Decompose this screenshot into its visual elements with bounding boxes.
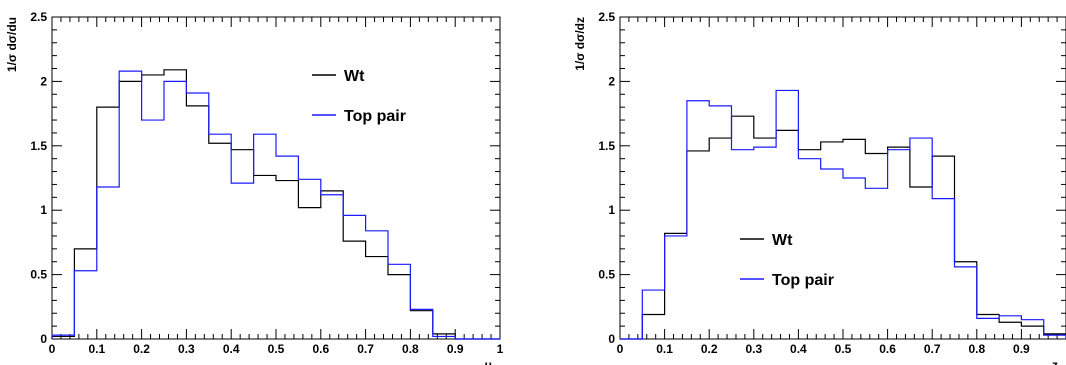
x-tick-label: 0.9 bbox=[1013, 342, 1030, 356]
x-tick-label: 0.2 bbox=[133, 342, 150, 356]
y-axis-title: 1/σ dσ/dz bbox=[573, 17, 587, 71]
y-tick-label: 2 bbox=[40, 74, 47, 88]
x-tick-label: 0 bbox=[617, 342, 624, 356]
y-tick-label: 1 bbox=[608, 203, 615, 217]
series-line-top-pair bbox=[51, 70, 500, 340]
y-tick-label: 2.5 bbox=[598, 10, 615, 24]
x-tick-label: 0.1 bbox=[88, 342, 105, 356]
x-tick-label: 0 bbox=[49, 342, 56, 356]
y-tick-label: 2 bbox=[608, 74, 615, 88]
y-tick-label: 0 bbox=[40, 332, 47, 346]
x-tick-label: 0.7 bbox=[924, 342, 941, 356]
x-tick-label: 0.5 bbox=[835, 342, 852, 356]
x-tick-label: 0.9 bbox=[447, 342, 464, 356]
y-tick-label: 0.5 bbox=[30, 268, 47, 282]
right-panel: 0 0.1 0.2 0.3 0.4 0.5 0.6 0.7 0.8 0.9 0 0.5 1 1.5 2 2.5… bbox=[573, 10, 1066, 365]
legend-label: Top pair bbox=[344, 108, 406, 125]
x-tick-label: 0.7 bbox=[357, 342, 374, 356]
x-tick-label: 0.5 bbox=[268, 342, 285, 356]
x-tick-label: 0.3 bbox=[745, 342, 762, 356]
x-axis-title: u bbox=[485, 358, 492, 365]
left-panel: 0 0.1 0.2 0.3 0.4 0.5 0.6 0.7 0.8 0.9 1 0 0.5 1 1.5 2 2.… bbox=[5, 10, 504, 365]
y-tick-label: 1.5 bbox=[30, 139, 47, 153]
x-tick-label: 0.8 bbox=[402, 342, 419, 356]
x-tick-label: 0.1 bbox=[656, 342, 673, 356]
y-axis-title: 1/σ dσ/du bbox=[5, 17, 19, 72]
y-tick-label: 1 bbox=[40, 203, 47, 217]
legend-label: Top pair bbox=[772, 272, 834, 289]
y-tick-label: 0.5 bbox=[598, 268, 615, 282]
legend-label: Wt bbox=[772, 232, 793, 249]
x-tick-label: 0.4 bbox=[223, 342, 240, 356]
x-tick-label: 0.6 bbox=[312, 342, 329, 356]
x-tick-label: 0.8 bbox=[968, 342, 985, 356]
y-tick-label: 2.5 bbox=[30, 10, 47, 24]
y-tick-label: 0 bbox=[608, 332, 615, 346]
y-tick-label: 1.5 bbox=[598, 139, 615, 153]
x-tick-label: 0.6 bbox=[879, 342, 896, 356]
x-tick-label: 0.4 bbox=[790, 342, 807, 356]
x-tick-label: 0.2 bbox=[701, 342, 718, 356]
x-tick-label: 0.3 bbox=[178, 342, 195, 356]
x-tick-label: 1 bbox=[497, 342, 504, 356]
x-axis-title: z bbox=[1052, 358, 1058, 365]
legend-label: Wt bbox=[344, 68, 365, 85]
series-line-top-pair bbox=[620, 89, 1066, 340]
